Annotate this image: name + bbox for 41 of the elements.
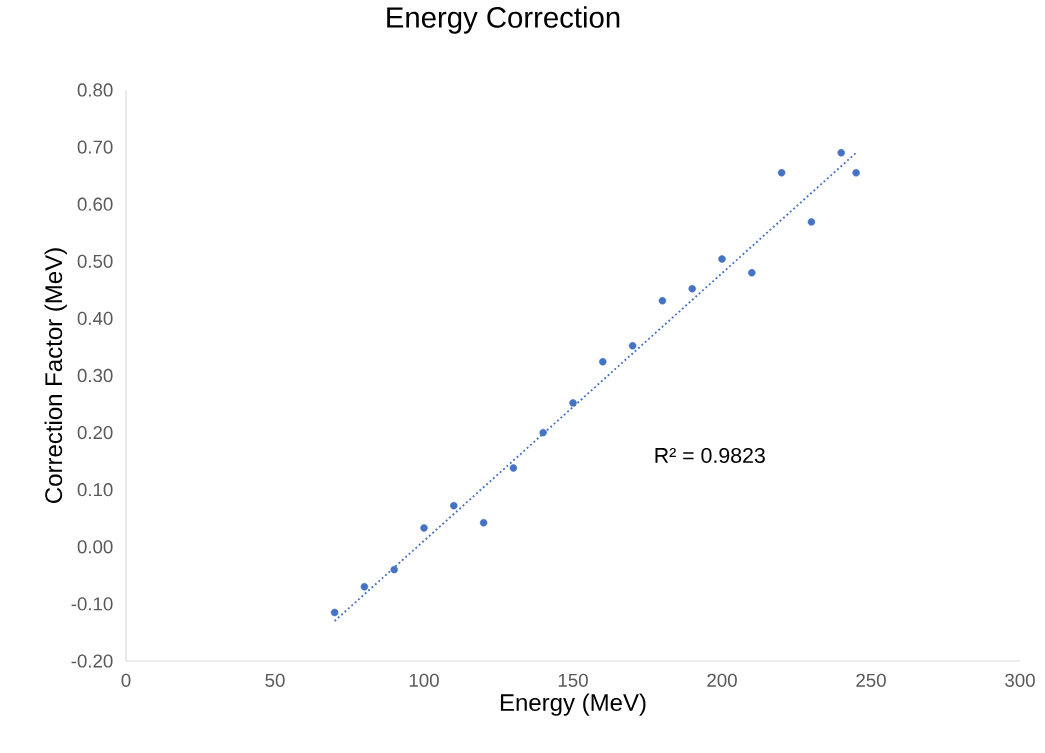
y-tick-label: 0.40 — [77, 311, 113, 326]
point — [718, 255, 726, 263]
y-tick-label: 0.30 — [77, 368, 113, 383]
point — [420, 524, 428, 532]
annotation: R² = 0.9823 — [655, 447, 765, 463]
x-tick-label: 50 — [265, 673, 285, 687]
y-tick-label: 0.20 — [77, 425, 113, 440]
y-tick-label: 0.50 — [77, 254, 113, 268]
chart-title: Energy Correction — [387, 6, 620, 34]
point — [479, 519, 488, 527]
x-tick-label: 300 — [1005, 673, 1035, 687]
x-tick-label: 250 — [856, 673, 886, 687]
y-tick-label: 0.00 — [77, 540, 113, 554]
y-tick-label: -0.10 — [71, 597, 113, 611]
x-axis-title: Energy (MeV) — [500, 693, 646, 716]
point — [748, 268, 756, 277]
x-tick-label: 100 — [409, 673, 439, 687]
point — [628, 342, 637, 350]
point — [777, 169, 786, 177]
point — [450, 501, 458, 510]
y-axis-title: Correction Factor (MeV) — [44, 248, 67, 503]
point — [390, 565, 398, 574]
point — [330, 608, 339, 617]
y-tick-label: 0.80 — [77, 83, 113, 97]
y-tick-label: 0.10 — [77, 483, 113, 497]
point — [688, 284, 696, 293]
point — [852, 169, 860, 177]
y-tick-label: 0.70 — [77, 140, 113, 154]
point — [658, 296, 667, 305]
point — [509, 464, 518, 472]
point — [807, 218, 816, 226]
x-tick-label: 0 — [121, 673, 131, 687]
point — [360, 583, 369, 591]
point — [599, 358, 607, 366]
point — [837, 149, 845, 157]
y-tick-label: -0.20 — [71, 654, 113, 668]
point — [569, 399, 577, 407]
point — [539, 428, 547, 437]
x-tick-label: 200 — [707, 673, 737, 687]
y-tick-label: 0.60 — [77, 197, 113, 211]
x-tick-label: 150 — [558, 673, 588, 687]
